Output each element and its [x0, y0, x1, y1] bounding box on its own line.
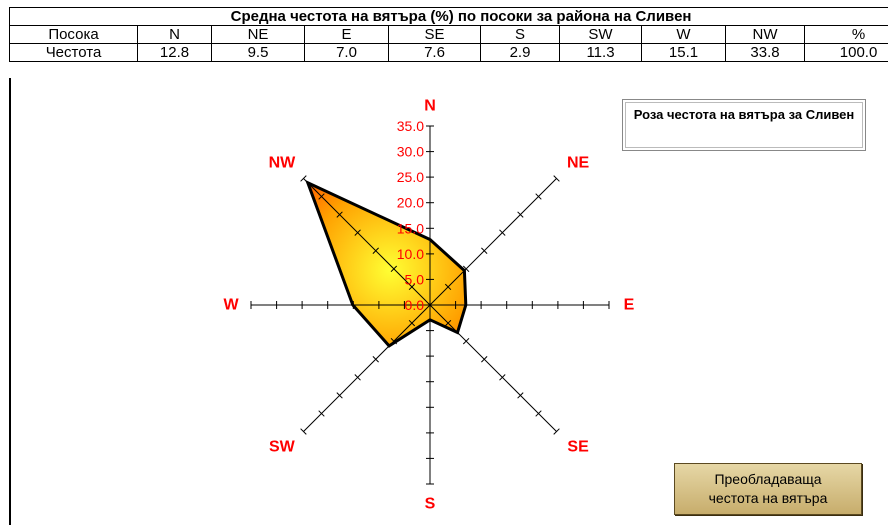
dominant-frequency-button[interactable]: Преобладаваща честота на вятъра [674, 463, 862, 515]
radial-tick-label: 5.0 [405, 271, 425, 287]
table-title: Средна честота на вятъра (%) по посоки з… [8, 7, 888, 26]
axis-ne [429, 178, 557, 306]
axis-tick [372, 356, 379, 363]
radial-tick-label: 30.0 [397, 144, 424, 160]
chart-title-box: Роза честота на вятъра за Сливен [622, 99, 866, 151]
axis-tick [408, 283, 416, 291]
direction-label-w: W [223, 297, 239, 314]
direction-label-nw: NW [269, 154, 297, 171]
axis-tick [372, 247, 379, 254]
axis-tick [390, 265, 398, 273]
frequency-cell: 12.8 [137, 43, 212, 62]
radial-tick-label: 0.0 [405, 297, 425, 313]
frequency-table: Средна честота на вятъра (%) по посоки з… [8, 7, 888, 62]
axis-tick [390, 337, 398, 345]
axis-tick [462, 337, 470, 345]
frequency-cell: 100.0 [803, 43, 888, 62]
axis-tick [444, 319, 452, 327]
axis-tick [499, 229, 506, 236]
button-label-line1: Преобладаваща [714, 471, 822, 487]
axis-sw [303, 304, 431, 432]
direction-label-n: N [424, 98, 436, 115]
wind-rose-series [305, 179, 468, 348]
frequency-cell: 33.8 [725, 43, 805, 62]
frequency-cell: 7.6 [388, 43, 481, 62]
frequency-cell: 2.9 [480, 43, 560, 62]
direction-label-e: E [624, 297, 635, 314]
radial-tick-label: 35.0 [397, 118, 424, 134]
axis-tick [517, 392, 524, 399]
axis-tick [517, 211, 524, 218]
axis-tick [481, 356, 488, 363]
axis-tick [300, 175, 307, 182]
direction-label-sw: SW [269, 439, 296, 456]
chart-title: Роза честота на вятъра за Сливен [633, 107, 855, 122]
radial-tick-label: 10.0 [397, 246, 424, 262]
axis-tick [535, 410, 542, 417]
radial-tick-label: 20.0 [397, 195, 424, 211]
axis-tick [553, 428, 560, 435]
axis-tick [535, 193, 542, 200]
axis-tick [499, 374, 506, 381]
axis-tick [553, 175, 560, 182]
frequency-row: Честота 12.8 9.5 7.0 7.6 2.9 11.3 15.1 3… [9, 43, 888, 62]
frequency-cell: 15.1 [641, 43, 726, 62]
axis-nw [303, 178, 431, 306]
frequency-cell: 9.5 [211, 43, 305, 62]
direction-label-ne: NE [567, 154, 590, 171]
direction-label-se: SE [567, 439, 589, 456]
axis-tick [462, 265, 470, 273]
radial-tick-label: 25.0 [397, 169, 424, 185]
direction-label-s: S [425, 496, 436, 513]
axis-tick [444, 283, 452, 291]
axis-se [429, 304, 557, 432]
axis-tick [354, 229, 361, 236]
axis-tick [300, 428, 307, 435]
axis-tick [336, 211, 343, 218]
chart-area [9, 78, 888, 525]
axis-tick [354, 374, 361, 381]
direction-cell: NW [725, 25, 805, 44]
axis-tick [336, 392, 343, 399]
axis-tick [408, 319, 416, 327]
axis-tick [318, 193, 325, 200]
button-label-line2: честота на вятъра [708, 490, 828, 506]
axis-tick [481, 247, 488, 254]
frequency-header-cell: Честота [9, 43, 138, 62]
radial-tick-label: 15.0 [397, 220, 424, 236]
frequency-cell: 11.3 [559, 43, 642, 62]
axis-tick [318, 410, 325, 417]
